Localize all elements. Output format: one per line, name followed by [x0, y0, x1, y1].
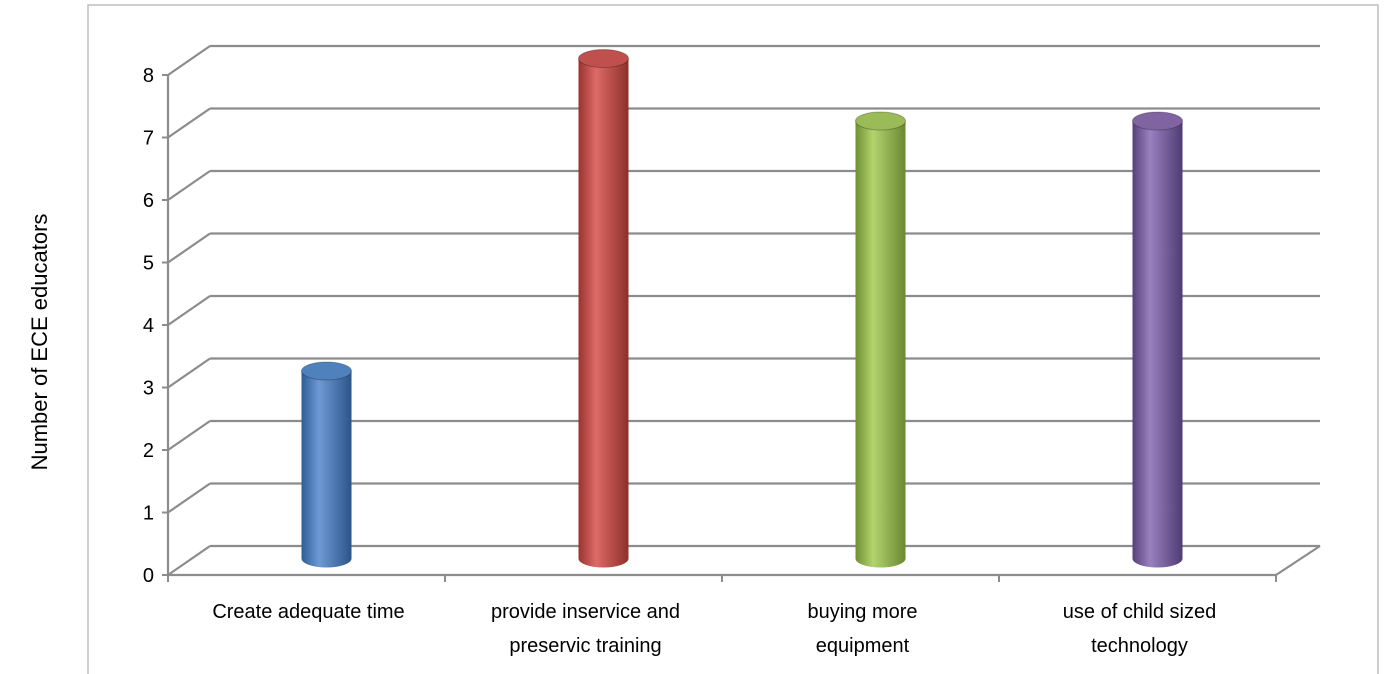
floor-edge: [1275, 545, 1321, 576]
y-tick-label: 0: [143, 565, 154, 587]
y-tick-label: 5: [143, 253, 154, 275]
chart-border: [87, 4, 1379, 674]
y-tick-label: 1: [143, 503, 154, 525]
gridline-side: [167, 45, 211, 76]
bar: [301, 361, 352, 568]
y-tick-label: 2: [143, 440, 154, 462]
bar-body: [855, 121, 906, 568]
gridline-side: [167, 295, 211, 326]
x-category-label: provide inservice and preservic training: [491, 601, 680, 657]
category-labels: Create adequate time provide inservice an…: [212, 601, 1216, 657]
gridline-side: [167, 232, 211, 264]
y-tick-label: 7: [143, 128, 154, 150]
bar: [1132, 111, 1183, 568]
x-category-label: buying more equipment: [807, 601, 917, 657]
bars: [301, 49, 1183, 568]
bar-top: [1132, 111, 1183, 131]
y-tick-label: 8: [143, 65, 154, 87]
y-tick-labels: 0 1 2 3 4 5 6 7 8: [143, 65, 154, 587]
gridline-side: [167, 545, 211, 576]
axes: [162, 74, 1321, 582]
y-tick-label: 6: [143, 190, 154, 212]
gridline-side: [167, 420, 211, 451]
bar-top: [855, 111, 906, 131]
x-category-label: use of child sized technology: [1063, 601, 1216, 657]
gridline-side: [167, 107, 211, 139]
bar-top: [301, 361, 352, 381]
x-category-label: Create adequate time: [212, 601, 404, 623]
gridline-side: [167, 357, 211, 389]
bar-top: [578, 49, 629, 68]
gridline-side: [167, 170, 211, 201]
y-tick-label: 3: [143, 378, 154, 400]
y-axis-label: Number of ECE educators: [27, 214, 52, 471]
bar: [578, 49, 629, 568]
bar-body: [301, 371, 352, 568]
gridline-side: [167, 482, 211, 514]
y-tick-label: 4: [143, 315, 154, 337]
bar-body: [578, 58, 629, 568]
bar-body: [1132, 121, 1183, 568]
bar: [855, 111, 906, 568]
